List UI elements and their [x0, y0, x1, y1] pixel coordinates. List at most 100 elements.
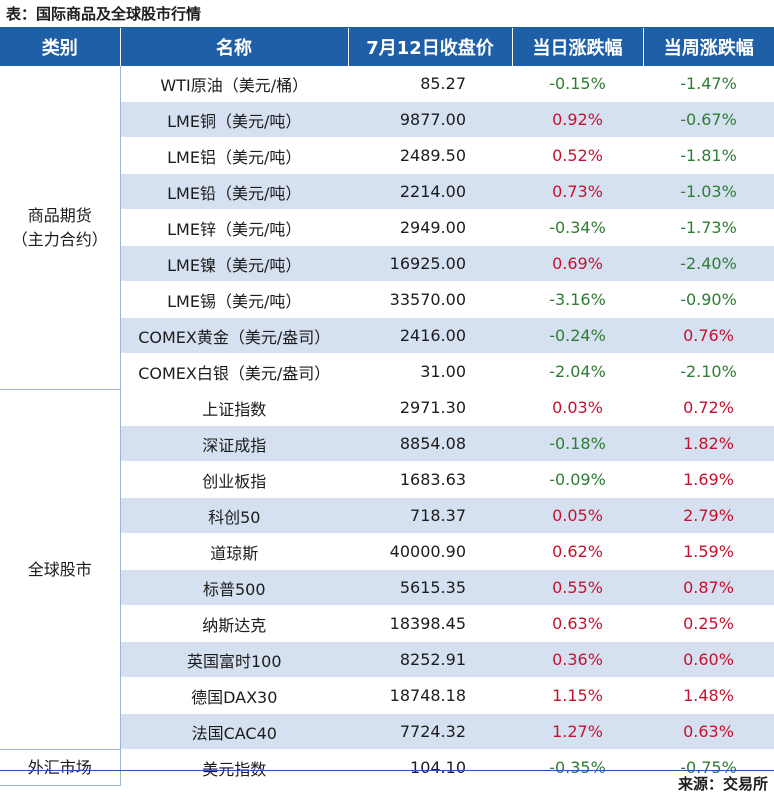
close-price-cell: 16925.00 — [348, 245, 512, 282]
table-row: 法国CAC40 7724.32 1.27% 0.63% — [0, 713, 774, 750]
week-change-cell: 0.76% — [643, 317, 774, 354]
week-change-cell: 1.48% — [643, 677, 774, 714]
name-cell: LME锌（美元/吨） — [120, 209, 348, 246]
bottom-rule — [0, 770, 774, 771]
close-price-cell: 104.10 — [348, 749, 512, 786]
day-change-cell: -0.09% — [512, 461, 643, 498]
name-cell: LME铅（美元/吨） — [120, 173, 348, 210]
week-change-cell: 1.69% — [643, 461, 774, 498]
week-change-cell: -0.75% — [643, 749, 774, 786]
week-change-cell: -0.67% — [643, 101, 774, 138]
day-change-cell: 1.27% — [512, 713, 643, 750]
week-change-cell: -2.10% — [643, 353, 774, 390]
day-change-cell: 0.73% — [512, 173, 643, 210]
table-row: LME锡（美元/吨） 33570.00 -3.16% -0.90% — [0, 281, 774, 318]
close-price-cell: 8252.91 — [348, 641, 512, 678]
name-cell: 创业板指 — [120, 461, 348, 498]
week-change-cell: -1.73% — [643, 209, 774, 246]
name-cell: 科创50 — [120, 497, 348, 534]
name-cell: 道琼斯 — [120, 533, 348, 570]
header-week-change: 当周涨跌幅 — [643, 28, 774, 66]
day-change-cell: 0.03% — [512, 389, 643, 426]
table-row: 商品期货 （主力合约） WTI原油（美元/桶） 85.27 -0.15% -1.47% — [0, 66, 774, 390]
category-label: 外汇市场 — [27, 757, 92, 777]
source-note: 来源：交易所 — [677, 775, 768, 793]
week-change-cell: -2.40% — [643, 245, 774, 282]
category-cell: 商品期货 （主力合约） — [0, 66, 121, 390]
table-row: LME铝（美元/吨） 2489.50 0.52% -1.81% — [0, 137, 774, 174]
table-row: 德国DAX30 18748.18 1.15% 1.48% — [0, 677, 774, 714]
table-row: COMEX白银（美元/盎司） 31.00 -2.04% -2.10% — [0, 353, 774, 390]
name-cell: 深证成指 — [120, 425, 348, 462]
close-price-cell: 18398.45 — [348, 605, 512, 642]
close-price-cell: 31.00 — [348, 353, 512, 390]
day-change-cell: 0.05% — [512, 497, 643, 534]
day-change-cell: 1.15% — [512, 677, 643, 714]
name-cell: 美元指数 — [120, 749, 348, 786]
close-price-cell: 18748.18 — [348, 677, 512, 714]
table-row: 深证成指 8854.08 -0.18% 1.82% — [0, 425, 774, 462]
day-change-cell: 0.63% — [512, 605, 643, 642]
day-change-cell: -0.15% — [512, 66, 643, 102]
table-row: 外汇市场 美元指数 104.10 -0.35% -0.75% — [0, 749, 774, 786]
close-price-cell: 33570.00 — [348, 281, 512, 318]
top-rule — [0, 27, 774, 28]
week-change-cell: 0.63% — [643, 713, 774, 750]
close-price-cell: 2214.00 — [348, 173, 512, 210]
header-close-price: 7月12日收盘价 — [348, 28, 513, 66]
day-change-cell: 0.69% — [512, 245, 643, 282]
table-row: LME铜（美元/吨） 9877.00 0.92% -0.67% — [0, 101, 774, 138]
day-change-cell: -2.04% — [512, 353, 643, 390]
category-cell: 外汇市场 — [0, 749, 121, 786]
name-cell: COMEX白银（美元/盎司） — [120, 353, 348, 390]
week-change-cell: -1.47% — [643, 66, 774, 102]
table-row: 英国富时100 8252.91 0.36% 0.60% — [0, 641, 774, 678]
table-row: 标普500 5615.35 0.55% 0.87% — [0, 569, 774, 606]
day-change-cell: 0.62% — [512, 533, 643, 570]
day-change-cell: -3.16% — [512, 281, 643, 318]
close-price-cell: 8854.08 — [348, 425, 512, 462]
close-price-cell: 1683.63 — [348, 461, 512, 498]
header-day-change: 当日涨跌幅 — [512, 28, 644, 66]
close-price-cell: 2971.30 — [348, 389, 512, 426]
table-body: 商品期货 （主力合约） WTI原油（美元/桶） 85.27 -0.15% -1.47% LM… — [0, 66, 774, 786]
table-header-row: 类别 名称 7月12日收盘价 当日涨跌幅 当周涨跌幅 — [0, 28, 774, 66]
name-cell: 上证指数 — [120, 389, 348, 426]
day-change-cell: -0.24% — [512, 317, 643, 354]
week-change-cell: -1.81% — [643, 137, 774, 174]
day-change-cell: -0.18% — [512, 425, 643, 462]
category-label: 商品期货 — [27, 205, 92, 225]
close-price-cell: 40000.90 — [348, 533, 512, 570]
close-price-cell: 5615.35 — [348, 569, 512, 606]
week-change-cell: 0.60% — [643, 641, 774, 678]
market-table: 类别 名称 7月12日收盘价 当日涨跌幅 当周涨跌幅 商品期货 （主力合约） WTI… — [0, 28, 774, 786]
table-caption: 表：国际商品及全球股市行情 — [6, 5, 202, 23]
week-change-cell: 0.72% — [643, 389, 774, 426]
name-cell: 纳斯达克 — [120, 605, 348, 642]
day-change-cell: 0.36% — [512, 641, 643, 678]
header-category: 类别 — [0, 28, 121, 66]
close-price-cell: 718.37 — [348, 497, 512, 534]
name-cell: 英国富时100 — [120, 641, 348, 678]
week-change-cell: 2.79% — [643, 497, 774, 534]
name-cell: 法国CAC40 — [120, 713, 348, 750]
table-row: 全球股市 上证指数 2971.30 0.03% 0.72% — [0, 389, 774, 750]
table-row: 纳斯达克 18398.45 0.63% 0.25% — [0, 605, 774, 642]
name-cell: LME铜（美元/吨） — [120, 101, 348, 138]
table-row: LME镍（美元/吨） 16925.00 0.69% -2.40% — [0, 245, 774, 282]
name-cell: 德国DAX30 — [120, 677, 348, 714]
day-change-cell: 0.55% — [512, 569, 643, 606]
name-cell: LME铝（美元/吨） — [120, 137, 348, 174]
day-change-cell: -0.35% — [512, 749, 643, 786]
day-change-cell: 0.92% — [512, 101, 643, 138]
day-change-cell: 0.52% — [512, 137, 643, 174]
week-change-cell: 0.25% — [643, 605, 774, 642]
close-price-cell: 2949.00 — [348, 209, 512, 246]
table-row: LME锌（美元/吨） 2949.00 -0.34% -1.73% — [0, 209, 774, 246]
header-name: 名称 — [120, 28, 349, 66]
name-cell: LME镍（美元/吨） — [120, 245, 348, 282]
week-change-cell: 1.82% — [643, 425, 774, 462]
close-price-cell: 2489.50 — [348, 137, 512, 174]
week-change-cell: -1.03% — [643, 173, 774, 210]
day-change-cell: -0.34% — [512, 209, 643, 246]
